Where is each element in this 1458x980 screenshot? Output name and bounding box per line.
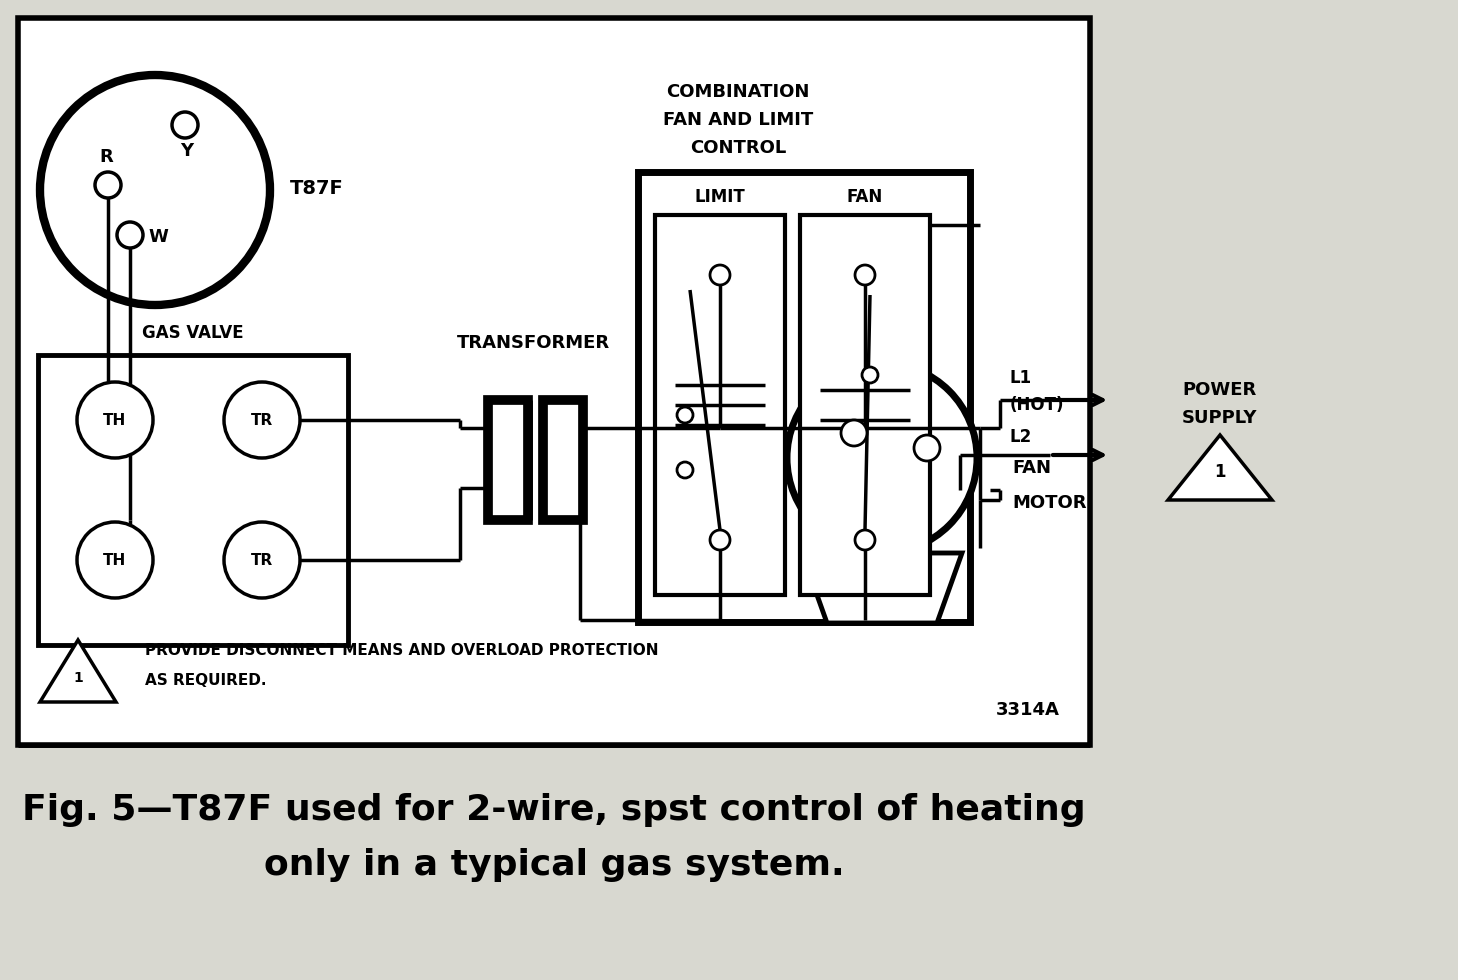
- Circle shape: [95, 172, 121, 198]
- Text: MOTOR: MOTOR: [1012, 494, 1086, 512]
- Circle shape: [225, 382, 300, 458]
- Bar: [38, 355, 348, 645]
- Text: FAN: FAN: [847, 188, 884, 206]
- Text: 1: 1: [73, 671, 83, 685]
- Text: COMBINATION: COMBINATION: [666, 83, 809, 101]
- Circle shape: [677, 462, 693, 478]
- Text: L1: L1: [1010, 369, 1032, 387]
- Text: AS REQUIRED.: AS REQUIRED.: [144, 672, 267, 688]
- Text: W: W: [149, 228, 168, 246]
- Text: TR: TR: [251, 553, 273, 567]
- Polygon shape: [39, 640, 117, 702]
- Circle shape: [225, 522, 300, 598]
- Circle shape: [77, 522, 153, 598]
- Bar: [488, 400, 528, 520]
- Bar: [542, 400, 583, 520]
- Text: Y: Y: [181, 142, 194, 160]
- Text: TRANSFORMER: TRANSFORMER: [456, 334, 609, 352]
- Circle shape: [117, 222, 143, 248]
- Polygon shape: [802, 553, 962, 623]
- Text: TH: TH: [104, 553, 127, 567]
- Text: 1: 1: [1215, 463, 1226, 481]
- Text: TR: TR: [251, 413, 273, 427]
- Bar: [800, 215, 930, 595]
- Bar: [639, 172, 970, 622]
- Circle shape: [677, 407, 693, 423]
- Polygon shape: [1168, 435, 1271, 500]
- Circle shape: [914, 435, 940, 461]
- Bar: [655, 215, 784, 595]
- Text: L2: L2: [1010, 428, 1032, 446]
- Text: FAN AND LIMIT: FAN AND LIMIT: [663, 111, 814, 129]
- Text: 3314A: 3314A: [996, 701, 1060, 719]
- Circle shape: [854, 530, 875, 550]
- Text: R: R: [99, 148, 112, 166]
- Circle shape: [854, 265, 875, 285]
- Text: FAN: FAN: [1012, 459, 1051, 477]
- Circle shape: [862, 367, 878, 383]
- Circle shape: [172, 112, 198, 138]
- Circle shape: [787, 363, 977, 553]
- Text: GAS VALVE: GAS VALVE: [143, 324, 243, 342]
- Circle shape: [77, 382, 153, 458]
- Text: SUPPLY: SUPPLY: [1182, 409, 1258, 427]
- Text: PROVIDE DISCONNECT MEANS AND OVERLOAD PROTECTION: PROVIDE DISCONNECT MEANS AND OVERLOAD PR…: [144, 643, 659, 658]
- Text: (HOT): (HOT): [1010, 396, 1064, 414]
- Text: T87F: T87F: [290, 178, 344, 198]
- Circle shape: [710, 530, 730, 550]
- Bar: [17, 18, 1091, 745]
- Text: Fig. 5—T87F used for 2-wire, spst control of heating: Fig. 5—T87F used for 2-wire, spst contro…: [22, 793, 1086, 827]
- Circle shape: [39, 75, 270, 305]
- Text: only in a typical gas system.: only in a typical gas system.: [264, 848, 844, 882]
- Text: CONTROL: CONTROL: [690, 139, 786, 157]
- Text: TH: TH: [104, 413, 127, 427]
- Circle shape: [841, 420, 868, 446]
- Text: LIMIT: LIMIT: [694, 188, 745, 206]
- Circle shape: [710, 265, 730, 285]
- Text: POWER: POWER: [1182, 381, 1257, 399]
